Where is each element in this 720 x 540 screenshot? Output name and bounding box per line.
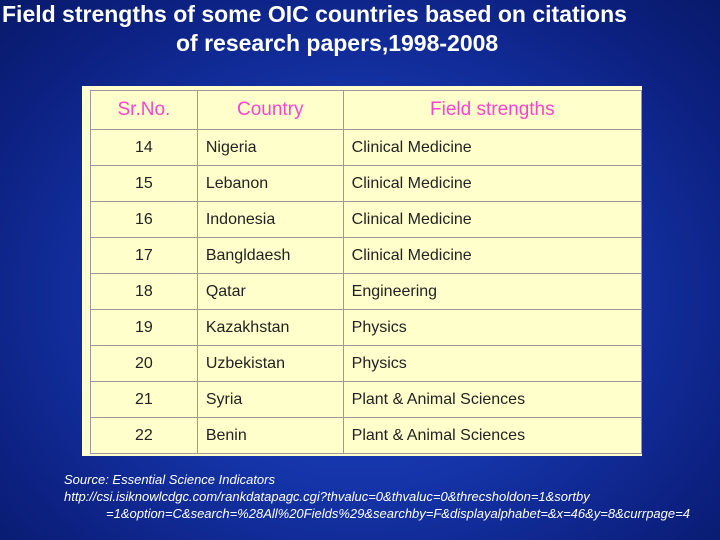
source-label: Source: Essential Science Indicators: [64, 472, 275, 487]
cell-country: Indonesia: [196, 201, 344, 238]
cell-sr-no: 19: [90, 309, 198, 346]
cell-sr-no: 20: [90, 345, 198, 382]
cell-field: Clinical Medicine: [342, 129, 643, 166]
cell-country: Bangldaesh: [196, 237, 344, 274]
cell-field: Plant & Animal Sciences: [342, 381, 643, 418]
cell-field: Physics: [342, 345, 643, 382]
field-strengths-table: Sr.No. Country Field strengths 14 Nigeri…: [90, 90, 643, 454]
source-citation: Source: Essential Science Indicators htt…: [64, 471, 690, 522]
slide-title: Field strengths of some OIC countries ba…: [0, 0, 720, 58]
source-url-line-1: http://csi.isiknowlcdgc.com/rankdatapagc…: [64, 489, 590, 504]
cell-field: Clinical Medicine: [342, 201, 643, 238]
table-header-row: Sr.No. Country Field strengths: [90, 90, 643, 130]
cell-sr-no: 14: [90, 129, 198, 166]
cell-sr-no: 17: [90, 237, 198, 274]
table-row: 21 Syria Plant & Animal Sciences: [90, 381, 643, 418]
table-panel: Sr.No. Country Field strengths 14 Nigeri…: [82, 86, 643, 456]
header-field-strengths: Field strengths: [342, 90, 643, 130]
cell-country: Qatar: [196, 273, 344, 310]
table-row: 16 Indonesia Clinical Medicine: [90, 201, 643, 238]
cell-sr-no: 18: [90, 273, 198, 310]
cell-country: Nigeria: [196, 129, 344, 166]
cell-country: Benin: [196, 417, 344, 454]
cell-sr-no: 21: [90, 381, 198, 418]
cell-country: Uzbekistan: [196, 345, 344, 382]
table-row: 22 Benin Plant & Animal Sciences: [90, 417, 643, 454]
cell-country: Lebanon: [196, 165, 344, 202]
cell-sr-no: 16: [90, 201, 198, 238]
header-sr-no: Sr.No.: [90, 90, 198, 130]
table-row: 20 Uzbekistan Physics: [90, 345, 643, 382]
cell-country: Syria: [196, 381, 344, 418]
slide-title-line-2: of research papers,1998-2008: [176, 30, 499, 56]
cell-field: Plant & Animal Sciences: [342, 417, 643, 454]
cell-country: Kazakhstan: [196, 309, 344, 346]
slide-title-line-1: Field strengths of some OIC countries ba…: [2, 1, 627, 27]
table-row: 15 Lebanon Clinical Medicine: [90, 165, 643, 202]
table-row: 19 Kazakhstan Physics: [90, 309, 643, 346]
cell-sr-no: 22: [90, 417, 198, 454]
cell-field: Engineering: [342, 273, 643, 310]
table-row: 17 Bangldaesh Clinical Medicine: [90, 237, 643, 274]
source-url-line-2: =1&option=C&search=%28All%20Fields%29&se…: [106, 506, 690, 521]
cell-field: Clinical Medicine: [342, 237, 643, 274]
cell-sr-no: 15: [90, 165, 198, 202]
cell-field: Clinical Medicine: [342, 165, 643, 202]
table-row: 18 Qatar Engineering: [90, 273, 643, 310]
header-country: Country: [196, 90, 344, 130]
table-row: 14 Nigeria Clinical Medicine: [90, 129, 643, 166]
cell-field: Physics: [342, 309, 643, 346]
